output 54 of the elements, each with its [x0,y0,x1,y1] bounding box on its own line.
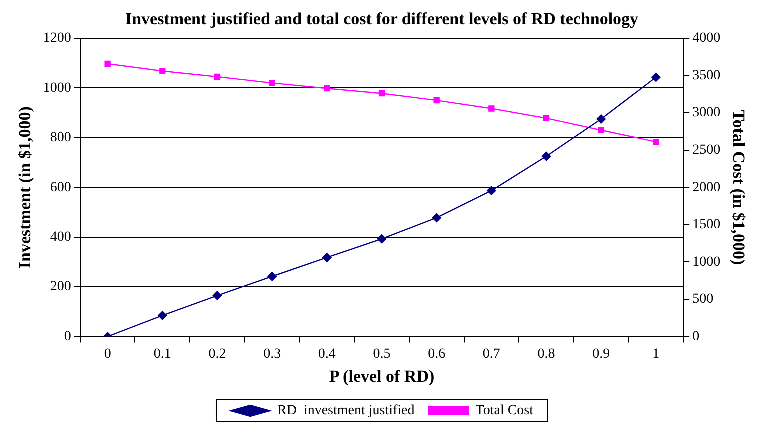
point [160,68,166,74]
x-tick-label: 0.8 [538,346,556,362]
legend-label: Total Cost [476,404,534,419]
y2-axis-title: Total Cost (in $1,000) [729,110,748,266]
point [322,253,332,262]
x-tick-label: 0.6 [428,346,446,362]
y2-tick-label: 500 [692,292,714,308]
x-tick-label: 0 [104,346,112,362]
point [158,311,168,320]
y-tick-label: 200 [50,280,72,295]
point [212,291,222,300]
x-tick-label: 0.3 [264,346,282,362]
point [269,80,276,86]
y2-tick-label: 3500 [692,68,721,84]
point [598,127,604,134]
y2-tick-label: 0 [692,329,700,344]
y-tick-label: 0 [64,329,72,344]
point [653,139,660,146]
x-tick-label: 0.7 [482,346,500,362]
y-tick-label: 400 [50,230,72,246]
y-tick-label: 1200 [43,31,72,46]
x-axis-title: P (level of RD) [329,367,435,386]
y2-tick-label: 3000 [692,106,721,121]
y2-tick-label: 2000 [692,180,721,196]
point [378,90,386,97]
x-tick-label: 0.5 [373,346,391,362]
point [268,272,277,282]
y-tick-label: 600 [50,180,72,196]
point [104,60,111,68]
legend-label: RD investment justified [277,404,415,419]
chart-title: Investment justified and total cost for different levels of RD technology [125,10,640,29]
x-tick-label: 0.2 [208,346,226,362]
x-tick-label: 0.9 [592,346,610,362]
y2-tick-label: 2500 [692,142,721,158]
x-tick-label: 0.1 [154,346,172,362]
y2-tick-label: 1500 [692,218,721,233]
point [488,106,495,112]
y-tick-label: 1000 [43,80,72,96]
y2-tick-label: 4000 [692,31,721,46]
point [324,86,330,92]
point [596,114,606,124]
point [377,234,387,244]
x-tick-label: 0.4 [318,346,336,362]
y2-tick-label: 1000 [692,254,721,270]
point [543,115,550,122]
point [434,97,440,104]
point [432,213,442,223]
point [487,186,496,196]
point [652,72,661,82]
point [214,74,221,80]
y-axis-title: Investment (in $1,000) [16,106,35,269]
point [542,152,552,162]
x-tick-label: 1 [652,346,660,362]
y-tick-label: 800 [50,130,72,146]
